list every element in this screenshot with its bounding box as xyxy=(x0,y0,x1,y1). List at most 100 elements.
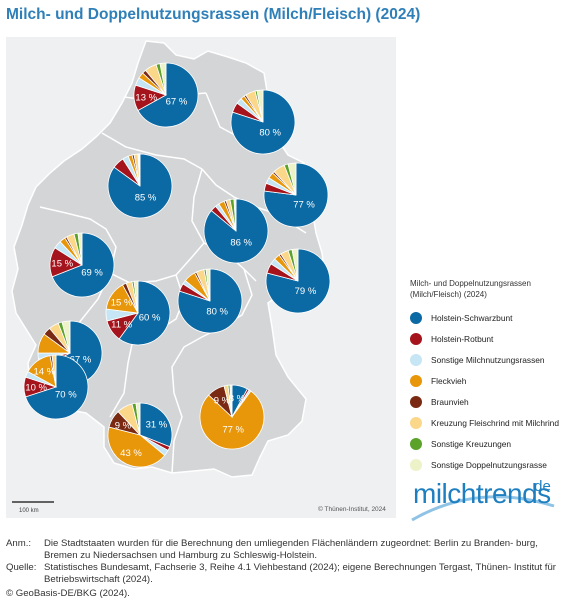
copyright-text: © Thünen-Institut, 2024 xyxy=(318,506,386,513)
pie-slice-sd xyxy=(159,62,167,96)
legend-title-line2: (Milch/Fleisch) (2024) xyxy=(410,290,487,299)
pie-slice-hs xyxy=(137,62,199,128)
brand-suffix: .de xyxy=(530,478,551,495)
note-key: Anm.: xyxy=(6,538,32,549)
legend-swatch xyxy=(410,395,422,408)
pie-slice-sd xyxy=(256,89,264,123)
pie-ni: 85 % xyxy=(107,153,173,219)
legend-swatch xyxy=(410,311,422,324)
legend-item-fv: Fleckvieh xyxy=(410,370,570,391)
pie-value-label: 67 % xyxy=(166,97,188,108)
brand-name: milchtrends xyxy=(413,478,551,509)
pie-value-label: 80 % xyxy=(206,306,228,317)
pie-nw: 69 % 15 % xyxy=(49,232,115,298)
pie-sh: 67 % 13 % xyxy=(133,62,199,128)
pie-value-label: 60 % xyxy=(139,312,161,323)
pie-slice-sd xyxy=(138,153,141,187)
legend-item-kf: Kreuzung Fleischrind mit Milchrind xyxy=(410,412,570,433)
legend-swatch xyxy=(410,458,422,471)
pie-value-label: 13 % xyxy=(135,92,157,103)
pie-value-label: 80 % xyxy=(259,127,281,138)
pie-sl: 70 % 10 % 14 % xyxy=(23,354,89,420)
note-text: Statistisches Bundesamt, Fachserie 3, Re… xyxy=(44,562,556,585)
pie-bb: 77 % xyxy=(263,162,329,228)
legend-label: Braunvieh xyxy=(431,396,469,407)
legend-label: Kreuzung Fleischrind mit Milchrind xyxy=(431,417,559,428)
pie-value-label: 31 % xyxy=(146,419,168,430)
brand-arc-icon xyxy=(411,495,555,522)
pie-slice-sd xyxy=(77,232,83,266)
pie-th: 80 % xyxy=(177,268,243,334)
pie-value-label: 15 % xyxy=(51,259,73,270)
legend-item-sk: Sonstige Kreuzungen xyxy=(410,433,570,454)
pie-slice-hs xyxy=(51,232,115,298)
note-row: Anm.: Die Stadtstaaten wurden für die Be… xyxy=(6,538,566,562)
pie-slice-sd xyxy=(205,268,211,302)
legend-title-line1: Milch- und Doppelnutzungsrassen xyxy=(410,279,531,288)
pie-slice-sd xyxy=(291,248,299,282)
geobasis-credit: © GeoBasis-DE/BKG (2024). xyxy=(6,588,130,599)
pie-value-label: 69 % xyxy=(81,267,103,278)
pie-slice-sd xyxy=(133,280,139,314)
legend-item-sm: Sonstige Milchnutzungsrassen xyxy=(410,349,570,370)
legend-item-hr: Holstein-Rotbunt xyxy=(410,328,570,349)
scale-label: 100 km xyxy=(19,508,39,514)
legend-item-sd: Sonstige Doppelnutzungsrasse xyxy=(410,454,570,475)
pie-value-label: 9 % xyxy=(214,395,231,406)
pie-value-label: 86 % xyxy=(230,238,252,249)
pie-value-label: 67 % xyxy=(70,355,92,366)
pie-by: 8 % 77 % 9 % xyxy=(199,384,265,450)
legend-item-bv: Braunvieh xyxy=(410,391,570,412)
legend-label: Holstein-Schwarzbunt xyxy=(431,312,513,323)
pie-value-label: 79 % xyxy=(295,286,317,297)
pie-bw: 31 % 43 % 9 % xyxy=(107,402,173,468)
pie-value-label: 70 % xyxy=(55,390,77,401)
pie-he: 60 % 11 % 15 % xyxy=(105,280,171,346)
legend-swatch xyxy=(410,416,422,429)
pie-value-label: 14 % xyxy=(34,366,56,377)
pie-slice-hs xyxy=(139,402,173,448)
pie-st: 86 % xyxy=(203,198,269,264)
pie-value-label: 77 % xyxy=(293,200,315,211)
pie-mv: 80 % xyxy=(230,89,296,155)
legend-swatch xyxy=(410,374,422,387)
legend-item-hs: Holstein-Schwarzbunt xyxy=(410,307,570,328)
pie-value-label: 10 % xyxy=(25,383,47,394)
pie-value-label: 15 % xyxy=(111,297,133,308)
pie-value-label: 77 % xyxy=(222,425,244,436)
pie-slice-sd xyxy=(61,320,71,354)
legend-swatch xyxy=(410,353,422,366)
pie-slice-sd xyxy=(229,384,233,418)
pie-slice-hs xyxy=(263,162,329,228)
legend-label: Fleckvieh xyxy=(431,375,467,386)
notes: Anm.: Die Stadtstaaten wurden für die Be… xyxy=(6,538,566,586)
legend-list: Holstein-Schwarzbunt Holstein-Rotbunt Sons… xyxy=(410,307,570,475)
map-title: Milch- und Doppelnutzungsrassen (Milch/F… xyxy=(6,6,421,23)
note-row: Quelle: Statistisches Bundesamt, Fachser… xyxy=(6,562,566,586)
pie-value-label: 9 % xyxy=(115,420,132,431)
pie-layer: 67 % 13 % 80 % 85 % 77 % 86 % 69 % 15 % 60 % 11 %… xyxy=(23,62,331,468)
legend-label: Holstein-Rotbunt xyxy=(431,333,494,344)
legend-swatch xyxy=(410,437,422,450)
legend-label: Sonstige Kreuzungen xyxy=(431,438,512,449)
pie-slice-hs xyxy=(118,280,171,346)
pie-slice-sd xyxy=(135,402,141,436)
note-key: Quelle: xyxy=(6,562,37,573)
germany-map: 67 % 13 % 80 % 85 % 77 % 86 % 69 % 15 % 60 % 11 %… xyxy=(11,40,331,503)
pie-sn: 79 % xyxy=(265,248,331,314)
pie-slice-kf xyxy=(51,354,57,388)
legend-label: Sonstige Doppelnutzungsrasse xyxy=(431,459,547,470)
pie-slice-fv xyxy=(199,390,265,450)
legend-title: Milch- und Doppelnutzungsrassen (Milch/F… xyxy=(410,278,570,300)
pie-value-label: 8 % xyxy=(229,393,246,404)
pie-value-label: 85 % xyxy=(135,192,157,203)
pie-slice-sd xyxy=(287,162,297,196)
pie-value-label: 11 % xyxy=(111,320,133,331)
pie-slice-fv xyxy=(107,426,166,468)
note-text: Die Stadtstaaten wurden für die Berechnu… xyxy=(44,538,538,561)
legend-swatch xyxy=(410,332,422,345)
map-panel: 67 % 13 % 80 % 85 % 77 % 86 % 69 % 15 % 60 % 11 %… xyxy=(6,37,396,518)
legend-label: Sonstige Milchnutzungsrassen xyxy=(431,354,545,365)
pie-slice-sd xyxy=(233,198,237,232)
legend: Milch- und Doppelnutzungsrassen (Milch/F… xyxy=(410,278,570,475)
